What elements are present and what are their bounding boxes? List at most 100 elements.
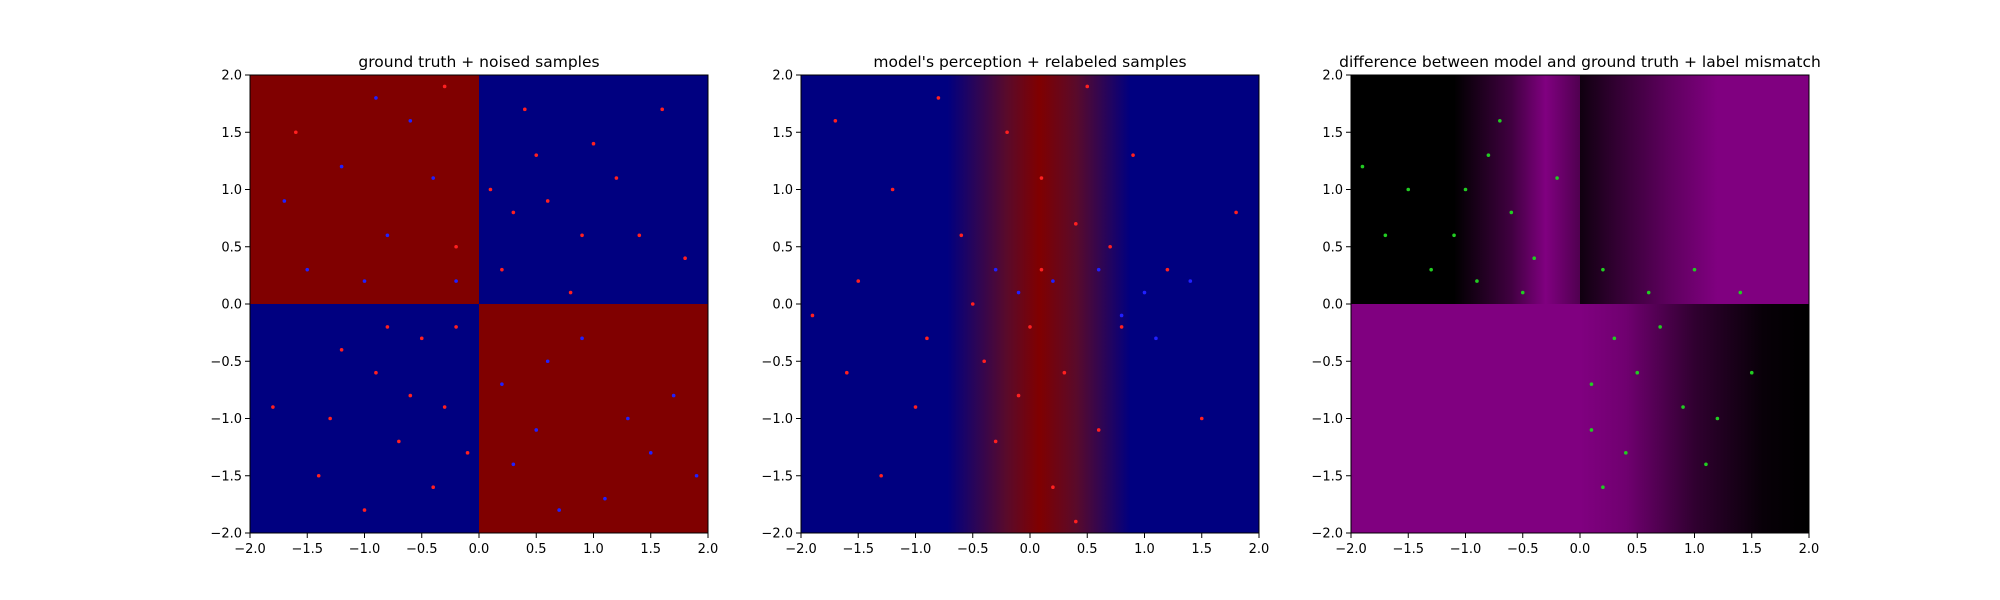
chart-panel-3: −2.0−2.0 −1.5 −1.5 −1.0 −1.0 −0.5 −0.5 0.0 0.0 0.… — [1311, 53, 1820, 557]
scatter-point — [511, 462, 516, 467]
scatter-point — [648, 451, 653, 455]
scatter-point — [1051, 485, 1055, 490]
scatter-point — [534, 428, 539, 432]
x-tick-label: 0.0 — [1020, 542, 1041, 557]
background-region — [1580, 304, 1809, 533]
y-tick-label: 1.0 — [772, 183, 793, 198]
x-tick-label: −0.5 — [1507, 542, 1539, 557]
scatter-point — [1096, 267, 1101, 272]
scatter-point — [1704, 462, 1708, 467]
chart-panel-2: −2.0−2.0 −1.5 −1.5 −1.0 −1.0 −0.5 −0.5 0.0 0.0 0.… — [761, 53, 1269, 557]
chart-panel-1: −2.0−2.0 −1.5 −1.5 −1.0 −1.0 −0.5 −0.5 0.0 0.0 0.… — [210, 53, 718, 557]
scatter-point — [1131, 153, 1135, 157]
y-tick-label: 2.0 — [221, 69, 242, 84]
scatter-point — [1360, 164, 1365, 169]
scatter-point — [1074, 222, 1078, 226]
x-tick-label: 1.5 — [1741, 542, 1762, 557]
scatter-point — [626, 416, 630, 421]
scatter-point — [454, 325, 458, 329]
scatter-point — [856, 279, 861, 283]
x-tick-label: −2.0 — [1335, 542, 1367, 557]
background-region — [250, 75, 479, 304]
scatter-point — [1463, 187, 1468, 192]
x-tick-label: 2.0 — [1799, 542, 1820, 557]
x-tick-label: −1.0 — [900, 542, 932, 557]
chart-title: difference between model and ground trut… — [1339, 53, 1821, 71]
scatter-point — [374, 96, 378, 100]
x-tick-label: 1.5 — [1191, 542, 1212, 557]
scatter-point — [1119, 313, 1124, 318]
scatter-point — [1051, 279, 1055, 283]
scatter-point — [1520, 290, 1525, 295]
y-tick-label: 1.5 — [221, 126, 242, 141]
chart-title: model's perception + relabeled samples — [873, 53, 1186, 71]
x-tick-label: 0.5 — [526, 542, 547, 557]
scatter-point — [385, 233, 390, 238]
scatter-point — [1601, 485, 1605, 490]
scatter-point — [374, 370, 378, 375]
scatter-point — [580, 336, 584, 341]
scatter-point — [1119, 325, 1124, 329]
x-tick-label: 1.5 — [640, 542, 661, 557]
scatter-point — [810, 313, 815, 318]
x-tick-label: −0.5 — [406, 542, 438, 557]
scatter-point — [408, 119, 413, 123]
x-tick-label: −2.0 — [785, 542, 817, 557]
scatter-point — [339, 348, 344, 352]
y-tick-label: −2.0 — [761, 527, 793, 542]
scatter-point — [1096, 428, 1101, 432]
scatter-point — [614, 176, 619, 180]
scatter-point — [362, 279, 367, 283]
x-tick-label: −1.5 — [842, 542, 874, 557]
scatter-point — [1016, 393, 1021, 398]
y-tick-label: 0.0 — [772, 298, 793, 313]
scatter-point — [1234, 210, 1238, 215]
scatter-point — [637, 233, 642, 238]
background-region — [479, 304, 708, 533]
y-tick-label: 0.5 — [221, 240, 242, 255]
scatter-point — [1165, 267, 1170, 272]
scatter-point — [397, 439, 401, 444]
background-region — [250, 304, 479, 533]
scatter-point — [591, 141, 596, 146]
scatter-point — [1589, 382, 1594, 386]
scatter-point — [845, 370, 849, 375]
scatter-point — [1074, 519, 1078, 524]
scatter-point — [1624, 451, 1628, 455]
scatter-point — [1429, 267, 1433, 272]
scatter-point — [1498, 119, 1502, 123]
scatter-point — [328, 416, 332, 421]
y-tick-label: −0.5 — [210, 355, 242, 370]
scatter-point — [603, 496, 607, 501]
background-region — [479, 75, 708, 304]
scatter-point — [936, 96, 941, 100]
y-tick-label: −1.0 — [761, 412, 793, 427]
x-tick-label: −1.0 — [349, 542, 381, 557]
scatter-point — [385, 325, 390, 329]
scatter-point — [545, 199, 550, 203]
scatter-point — [970, 302, 975, 306]
scatter-point — [993, 439, 998, 444]
x-tick-label: 0.5 — [1077, 542, 1098, 557]
y-tick-label: −1.0 — [1311, 412, 1343, 427]
x-tick-label: 0.5 — [1627, 542, 1648, 557]
y-tick-label: 0.5 — [772, 240, 793, 255]
y-tick-label: −2.0 — [1311, 527, 1343, 542]
y-tick-label: −1.5 — [1311, 469, 1343, 484]
scatter-point — [442, 405, 447, 409]
y-tick-label: 0.0 — [1322, 298, 1343, 313]
scatter-point — [660, 107, 664, 112]
scatter-point — [671, 393, 676, 398]
scatter-point — [1681, 405, 1685, 409]
scatter-point — [833, 119, 838, 123]
scatter-point — [1532, 256, 1536, 261]
scatter-point — [454, 279, 458, 283]
background-region — [801, 75, 1259, 533]
scatter-point — [511, 210, 516, 215]
scatter-point — [1452, 233, 1456, 238]
scatter-point — [925, 336, 929, 341]
y-tick-label: −1.5 — [761, 469, 793, 484]
x-tick-label: 1.0 — [1684, 542, 1705, 557]
scatter-point — [1108, 244, 1112, 249]
scatter-point — [580, 233, 584, 238]
